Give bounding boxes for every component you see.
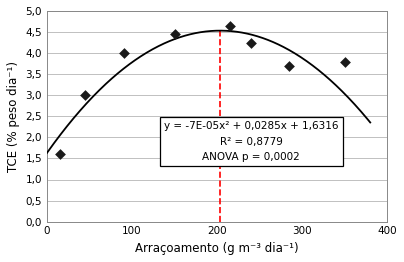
Y-axis label: TCE (% peso dia⁻¹): TCE (% peso dia⁻¹): [7, 61, 20, 172]
Point: [286, 64, 292, 68]
Point: [57, 152, 63, 156]
Point: [171, 32, 178, 36]
Point: [341, 59, 348, 64]
Text: y = -7E-05x² + 0,0285x + 1,6316
R² = 0,8779
ANOVA p = 0,0002: y = -7E-05x² + 0,0285x + 1,6316 R² = 0,8…: [164, 121, 339, 162]
Point: [82, 93, 88, 97]
Point: [227, 24, 233, 28]
X-axis label: Arraçoamento (g m⁻³ dia⁻¹): Arraçoamento (g m⁻³ dia⁻¹): [135, 242, 299, 255]
Point: [120, 51, 127, 55]
Point: [248, 40, 255, 45]
